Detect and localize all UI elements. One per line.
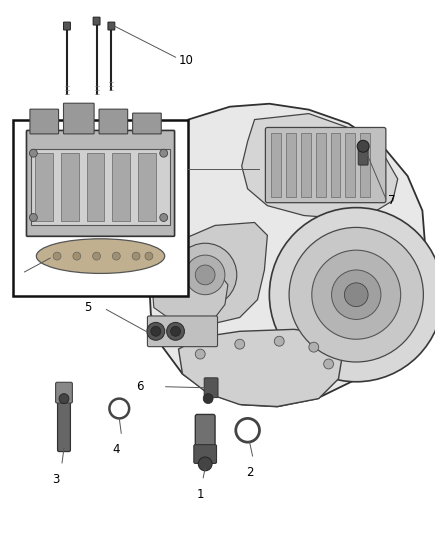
FancyBboxPatch shape bbox=[194, 445, 216, 463]
Circle shape bbox=[53, 252, 61, 260]
FancyBboxPatch shape bbox=[148, 316, 218, 346]
FancyBboxPatch shape bbox=[108, 22, 115, 30]
Circle shape bbox=[167, 322, 184, 340]
Bar bbox=[271, 133, 281, 197]
Bar bbox=[346, 133, 355, 197]
Circle shape bbox=[235, 339, 245, 349]
Circle shape bbox=[160, 149, 168, 157]
Text: 3: 3 bbox=[53, 473, 60, 486]
Text: 9: 9 bbox=[14, 269, 22, 281]
Circle shape bbox=[151, 326, 161, 336]
Circle shape bbox=[274, 336, 284, 346]
Text: 4: 4 bbox=[113, 443, 120, 456]
Bar bbox=[87, 153, 105, 222]
Circle shape bbox=[173, 243, 237, 306]
Circle shape bbox=[198, 457, 212, 471]
Circle shape bbox=[203, 394, 213, 403]
Bar bbox=[331, 133, 340, 197]
Ellipse shape bbox=[36, 239, 165, 273]
FancyBboxPatch shape bbox=[93, 17, 100, 25]
Circle shape bbox=[59, 394, 69, 403]
Bar bbox=[301, 133, 311, 197]
Polygon shape bbox=[149, 104, 425, 407]
Circle shape bbox=[132, 252, 140, 260]
Circle shape bbox=[113, 252, 120, 260]
FancyBboxPatch shape bbox=[56, 382, 72, 403]
Bar bbox=[360, 133, 370, 197]
Circle shape bbox=[312, 250, 401, 339]
Circle shape bbox=[357, 140, 369, 152]
Text: 1: 1 bbox=[197, 488, 204, 500]
Bar bbox=[138, 153, 156, 222]
FancyBboxPatch shape bbox=[30, 109, 59, 134]
Circle shape bbox=[195, 265, 215, 285]
Polygon shape bbox=[159, 222, 267, 325]
FancyBboxPatch shape bbox=[195, 415, 215, 460]
Text: 10: 10 bbox=[179, 54, 194, 67]
Text: 5: 5 bbox=[84, 301, 91, 314]
Circle shape bbox=[195, 349, 205, 359]
Circle shape bbox=[185, 255, 225, 295]
Circle shape bbox=[171, 326, 180, 336]
Bar bbox=[35, 153, 53, 222]
Circle shape bbox=[344, 283, 368, 306]
Bar bbox=[113, 153, 130, 222]
Circle shape bbox=[29, 149, 37, 157]
Text: 2: 2 bbox=[246, 466, 253, 479]
Text: 7: 7 bbox=[388, 194, 396, 207]
FancyBboxPatch shape bbox=[133, 113, 161, 134]
Bar bbox=[286, 133, 296, 197]
FancyBboxPatch shape bbox=[64, 103, 94, 134]
Polygon shape bbox=[242, 114, 398, 219]
FancyBboxPatch shape bbox=[358, 146, 368, 165]
Circle shape bbox=[29, 214, 37, 222]
Bar bbox=[61, 153, 79, 222]
Circle shape bbox=[147, 322, 165, 340]
Polygon shape bbox=[179, 329, 343, 407]
FancyBboxPatch shape bbox=[204, 378, 218, 398]
Bar bbox=[32, 149, 170, 225]
FancyBboxPatch shape bbox=[99, 109, 127, 134]
Circle shape bbox=[324, 359, 333, 369]
Circle shape bbox=[92, 252, 101, 260]
Circle shape bbox=[332, 270, 381, 319]
Text: 8: 8 bbox=[262, 163, 270, 175]
Circle shape bbox=[269, 208, 438, 382]
FancyBboxPatch shape bbox=[26, 131, 175, 236]
Circle shape bbox=[145, 252, 153, 260]
Text: 6: 6 bbox=[136, 380, 144, 393]
Circle shape bbox=[309, 342, 319, 352]
Polygon shape bbox=[153, 270, 228, 325]
Circle shape bbox=[289, 228, 424, 362]
FancyBboxPatch shape bbox=[57, 397, 71, 451]
Bar bbox=[13, 119, 188, 296]
FancyBboxPatch shape bbox=[265, 127, 386, 203]
Circle shape bbox=[73, 252, 81, 260]
FancyBboxPatch shape bbox=[64, 22, 71, 30]
Circle shape bbox=[160, 214, 168, 222]
Bar bbox=[316, 133, 325, 197]
